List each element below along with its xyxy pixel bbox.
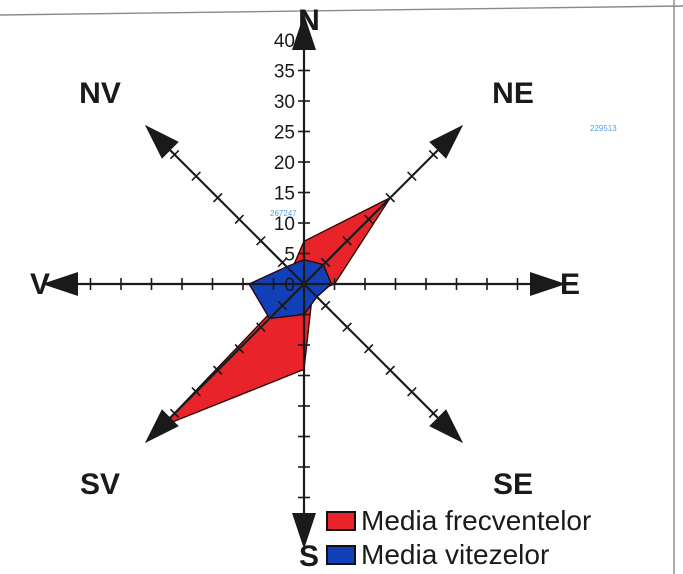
radial-tick-label-20: 20 <box>274 153 295 174</box>
tick-sv-15 <box>234 343 245 354</box>
radial-tick-label-5: 5 <box>284 245 295 266</box>
arrow-head-sv <box>144 409 179 444</box>
axis-line-ne <box>303 145 443 285</box>
axis-line-sv <box>165 283 305 423</box>
arrow-head-s <box>292 513 316 549</box>
tick-nv-15 <box>234 214 245 225</box>
tick-nv-30 <box>169 149 180 160</box>
direction-label-s: S <box>299 540 319 573</box>
radial-tick-label-25: 25 <box>274 123 295 144</box>
stamp-label-right: 229513 <box>590 124 617 133</box>
tick-se-20 <box>385 365 396 376</box>
radial-tick-label-15: 15 <box>274 184 295 205</box>
tick-nv-5 <box>277 257 288 268</box>
tick-sv-20 <box>212 365 223 376</box>
legend-swatch-speed <box>326 545 356 565</box>
direction-label-sv: SV <box>80 468 120 501</box>
legend-item-frequency: Media frecventelor <box>326 504 676 538</box>
tick-sv-30 <box>169 408 180 419</box>
axis-line-se <box>303 283 443 423</box>
radial-tick-label-40: 40 <box>274 31 295 52</box>
tick-nv-20 <box>212 192 223 203</box>
arrow-head-n <box>292 14 316 50</box>
direction-label-n: N <box>298 4 320 37</box>
tick-se-10 <box>342 322 352 332</box>
axes-layer <box>42 14 566 549</box>
legend-label-frequency: Media frecventelor <box>361 505 592 536</box>
tick-ne-25 <box>407 171 417 181</box>
tick-se-15 <box>363 343 374 354</box>
radial-tick-label-35: 35 <box>274 62 295 83</box>
tick-ne-30 <box>428 149 439 160</box>
arrow-head-nv <box>144 124 179 159</box>
direction-label-se: SE <box>493 468 533 501</box>
direction-label-e: E <box>560 268 580 301</box>
arrow-head-e <box>530 272 566 296</box>
stamp-label-left: 267247 <box>270 209 297 218</box>
tick-ne-15 <box>363 214 374 225</box>
legend-label-speed: Media vitezelor <box>361 539 550 570</box>
direction-label-v: V <box>30 268 50 301</box>
radial-tick-label-30: 30 <box>274 92 295 113</box>
radial-tick-label-10: 10 <box>274 214 295 235</box>
direction-label-nv: NV <box>79 77 121 110</box>
legend: Media frecventelor Media vitezelor <box>326 504 676 572</box>
arrow-head-se <box>429 409 464 444</box>
tick-se-30 <box>428 408 439 419</box>
tick-sv-25 <box>191 387 201 397</box>
tick-nv-10 <box>256 236 266 246</box>
tick-ne-10 <box>342 236 352 246</box>
tick-se-5 <box>320 300 331 311</box>
tick-sv-5 <box>277 300 288 311</box>
tick-se-25 <box>407 387 417 397</box>
top-edge-line <box>0 5 683 16</box>
radial-tick-label-0: 0 <box>284 275 295 296</box>
tick-nv-25 <box>191 171 201 181</box>
legend-item-speed: Media vitezelor <box>326 538 676 572</box>
tick-ne-5 <box>320 257 331 268</box>
arrow-head-v <box>42 272 78 296</box>
labels-layer: N NE E SE S SV V NV 5 10 15 20 25 30 35 40 0 <box>30 4 580 573</box>
legend-swatch-frequency <box>326 511 356 531</box>
direction-label-ne: NE <box>492 77 534 110</box>
tick-ne-20 <box>385 192 396 203</box>
axis-line-nv <box>165 145 305 285</box>
tick-sv-10 <box>256 322 266 332</box>
arrow-head-ne <box>429 124 464 159</box>
